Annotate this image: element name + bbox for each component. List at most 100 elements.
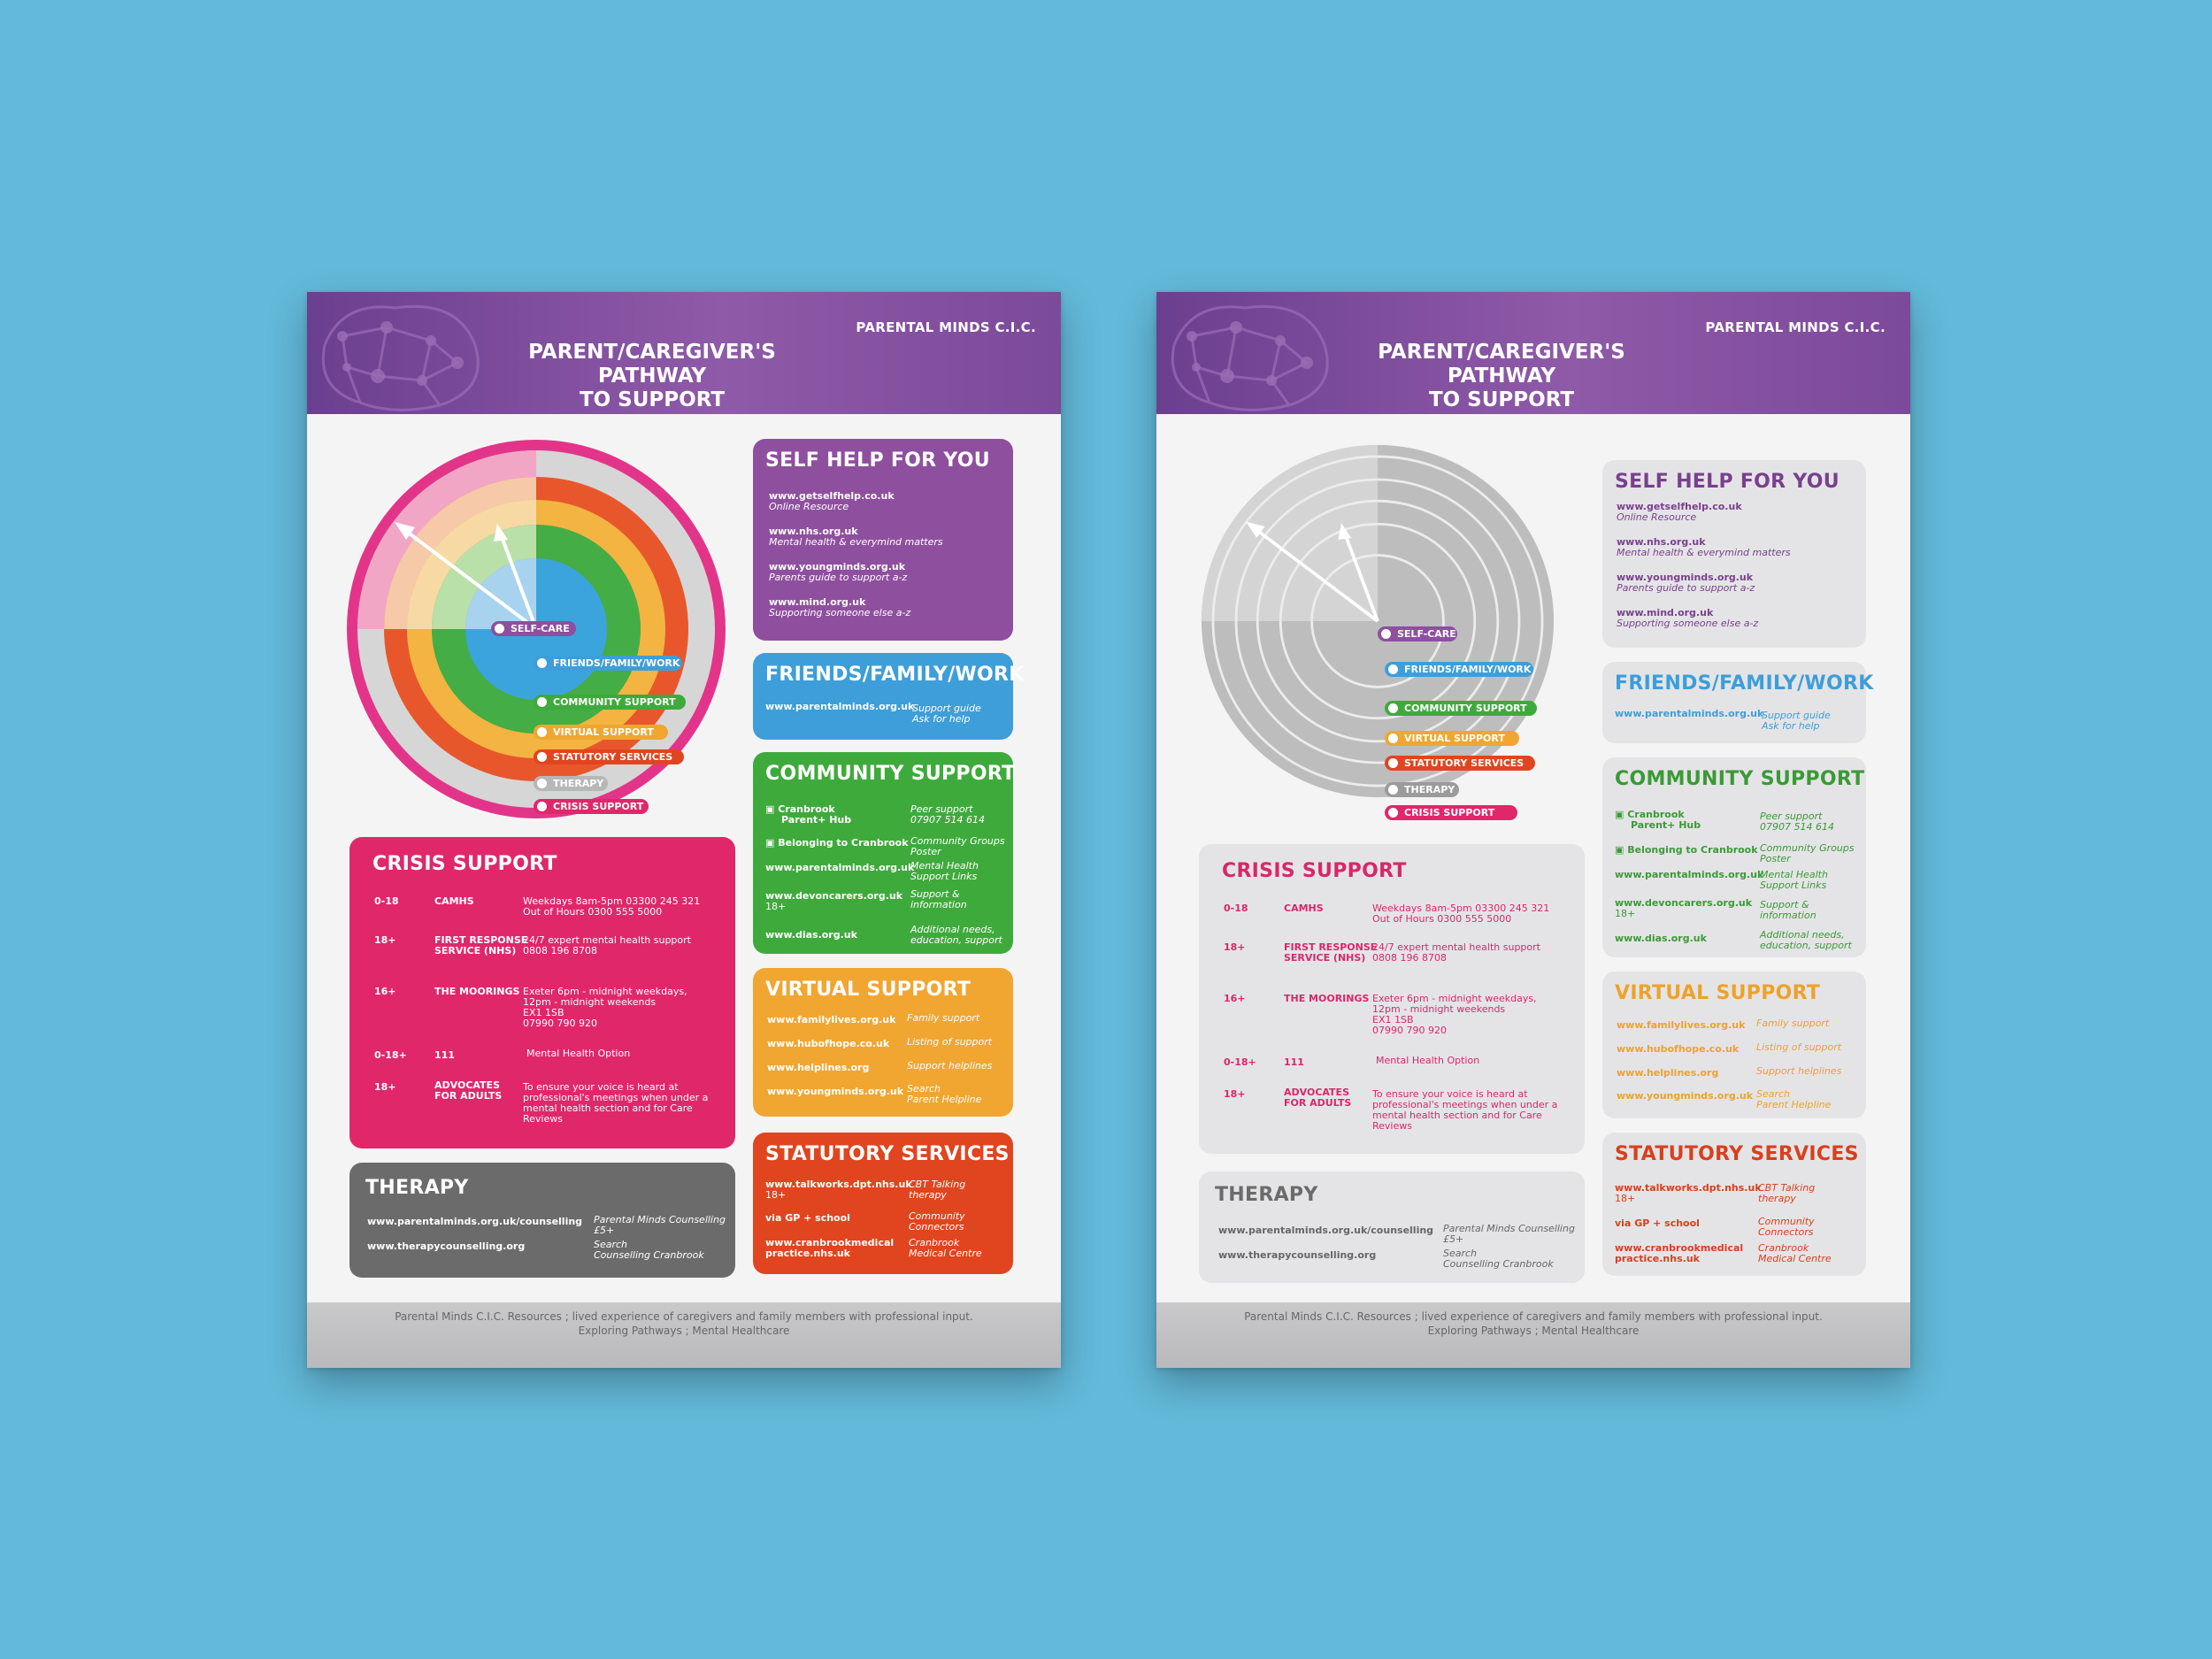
flyer-colour: PARENTAL MINDS C.I.C. PARENT/CAREGIVER'S… — [307, 292, 1061, 1368]
therapy-desc: Counselling Cranbrook — [594, 1249, 704, 1261]
arrow-head-icon — [494, 524, 508, 541]
crisis-service: FIRST RESPONSE — [1284, 941, 1378, 953]
crisis-detail: Exeter 6pm - midnight weekdays, — [523, 986, 687, 997]
community-item-desc: Community Groups — [1760, 842, 1855, 854]
community-item-name[interactable]: www.devoncarers.org.uk — [1615, 897, 1753, 909]
community-item-name[interactable]: www.devoncarers.org.uk — [765, 890, 903, 902]
title-line-1: PARENT/CAREGIVER'S PATHWAY — [528, 341, 776, 388]
crisis-detail: Mental Health Option — [1376, 1055, 1480, 1066]
self-help-desc: Mental health & everymind matters — [1617, 547, 1791, 558]
self-help-link[interactable]: www.getselfhelp.co.uk — [1617, 501, 1742, 512]
statutory-link[interactable]: www.cranbrookmedical — [765, 1237, 895, 1248]
crisis-service: FOR ADULTS — [434, 1090, 503, 1102]
community-item-desc: Support Links — [910, 871, 978, 882]
wheel-label-virtual: VIRTUAL SUPPORT — [534, 725, 668, 740]
virtual-link[interactable]: www.hubofhope.co.uk — [1617, 1043, 1740, 1055]
virtual-desc: Parent Helpline — [907, 1094, 982, 1105]
therapy-desc: £5+ — [1443, 1233, 1464, 1245]
community-item-name[interactable]: Cranbrook — [778, 803, 835, 815]
therapy-desc: £5+ — [594, 1225, 615, 1236]
title-line-2: TO SUPPORT — [579, 388, 726, 411]
statutory-item: 18+ — [1615, 1193, 1636, 1204]
virtual-link[interactable]: www.helplines.org — [1617, 1067, 1719, 1079]
virtual-link[interactable]: www.familylives.org.uk — [767, 1014, 896, 1025]
self-help-link[interactable]: www.mind.org.uk — [769, 596, 866, 608]
statutory-link[interactable]: www.cranbrookmedical — [1615, 1242, 1744, 1254]
footer-line-2: Exploring Pathways ; Mental Healthcare — [1427, 1325, 1640, 1337]
community-item-desc: education, support — [910, 934, 1002, 946]
arrow-head-icon — [1338, 523, 1352, 540]
crisis-service: ADVOCATES — [434, 1079, 500, 1091]
statutory-item: 18+ — [765, 1189, 787, 1201]
community-item-name[interactable]: Belonging to Cranbrook — [778, 837, 909, 849]
statutory-desc: CBT Talking — [1758, 1182, 1816, 1194]
statutory-link[interactable]: www.talkworks.dpt.nhs.uk — [765, 1179, 912, 1190]
wheel-label-crisis: CRISIS SUPPORT — [534, 799, 649, 814]
crisis-age: 18+ — [1224, 941, 1246, 953]
wheel-label-community: COMMUNITY SUPPORT — [534, 695, 686, 710]
virtual-link[interactable]: www.hubofhope.co.uk — [767, 1038, 890, 1049]
wheel-label-virtual: VIRTUAL SUPPORT — [1385, 731, 1519, 746]
therapy-desc: Search — [594, 1239, 628, 1250]
crisis-age: 18+ — [1224, 1088, 1246, 1100]
community-item-name[interactable]: Belonging to Cranbrook — [1627, 844, 1758, 856]
wheel-label-friends: FRIENDS/FAMILY/WORK — [1385, 662, 1533, 677]
crisis-age: 0-18 — [374, 895, 399, 907]
crisis-service: SERVICE (NHS) — [434, 945, 517, 956]
page-title: PARENT/CAREGIVER'S PATHWAY TO SUPPORT — [484, 341, 820, 412]
self-help-link[interactable]: www.nhs.org.uk — [769, 526, 858, 537]
community-item-name[interactable]: www.dias.org.uk — [765, 929, 857, 941]
statutory-link[interactable]: www.talkworks.dpt.nhs.uk — [1615, 1182, 1762, 1194]
self-help-link[interactable]: www.youngminds.org.uk — [1617, 572, 1754, 583]
footer-line-1: Parental Minds C.I.C. Resources ; lived … — [1244, 1310, 1823, 1323]
community-item-desc: Mental Health — [1760, 869, 1828, 880]
community-item-name[interactable]: www.parentalminds.org.uk — [765, 862, 915, 873]
therapy-link[interactable]: www.therapycounselling.org — [367, 1240, 526, 1252]
friends-link[interactable]: www.parentalminds.org.uk — [765, 701, 915, 712]
self-help-desc: Parents guide to support a-z — [1617, 582, 1755, 594]
therapy-link[interactable]: www.therapycounselling.org — [1218, 1249, 1377, 1261]
self-help-link[interactable]: www.getselfhelp.co.uk — [769, 490, 895, 502]
virtual-link[interactable]: www.helplines.org — [767, 1062, 870, 1073]
self-help-link[interactable]: www.youngminds.org.uk — [769, 561, 906, 572]
statutory-link[interactable]: practice.nhs.uk — [1615, 1253, 1700, 1264]
statutory-desc: Connectors — [1758, 1226, 1814, 1238]
statutory-link[interactable]: practice.nhs.uk — [765, 1248, 850, 1259]
therapy-link[interactable]: www.parentalminds.org.uk/counselling — [367, 1216, 583, 1227]
community-item-desc: Additional needs, — [910, 924, 995, 935]
flyer-footer: Parental Minds C.I.C. Resources ; lived … — [1156, 1302, 1910, 1368]
footer-line-2: Exploring Pathways ; Mental Healthcare — [578, 1325, 790, 1337]
crisis-detail: 24/7 expert mental health support — [523, 934, 691, 946]
crisis-detail: 07990 790 920 — [1372, 1025, 1447, 1036]
therapy-desc: Parental Minds Counselling — [1443, 1223, 1575, 1234]
community-item-name[interactable]: www.dias.org.uk — [1615, 933, 1707, 944]
virtual-link[interactable]: www.familylives.org.uk — [1617, 1019, 1746, 1031]
community-item-name: Parent+ Hub — [781, 814, 852, 826]
page-title: PARENT/CAREGIVER'S PATHWAY TO SUPPORT — [1333, 341, 1670, 412]
community-item-name[interactable]: www.parentalminds.org.uk — [1615, 869, 1764, 880]
crisis-age: 16+ — [374, 986, 396, 997]
statutory-desc: Community — [1758, 1216, 1815, 1227]
statutory-desc: Community — [909, 1210, 965, 1222]
crisis-detail: To ensure your voice is heard at — [1372, 1088, 1528, 1100]
virtual-link[interactable]: www.youngminds.org.uk — [1617, 1090, 1754, 1102]
self-help-title: SELF HELP FOR YOU — [765, 449, 990, 472]
self-help-desc: Online Resource — [1617, 511, 1697, 523]
self-help-link[interactable]: www.mind.org.uk — [1617, 607, 1714, 618]
self-help-box: SELF HELP FOR YOU www.getselfhelp.co.uk … — [753, 439, 1013, 641]
friends-link[interactable]: www.parentalminds.org.uk — [1615, 708, 1764, 719]
community-item-name[interactable]: Cranbrook — [1627, 809, 1685, 820]
arrow-head-icon — [395, 522, 415, 540]
virtual-desc: Listing of support — [907, 1036, 993, 1048]
therapy-link[interactable]: www.parentalminds.org.uk/counselling — [1218, 1225, 1434, 1236]
org-name: PARENTAL MINDS C.I.C. — [1705, 319, 1886, 335]
statutory-desc: therapy — [1758, 1193, 1796, 1204]
virtual-link[interactable]: www.youngminds.org.uk — [767, 1086, 904, 1097]
community-item-desc: 07907 514 614 — [1760, 821, 1834, 833]
crisis-service: ADVOCATES — [1284, 1087, 1349, 1098]
self-help-link[interactable]: www.nhs.org.uk — [1617, 536, 1706, 548]
community-item-desc: Peer support — [910, 803, 973, 815]
wheel-label-community: COMMUNITY SUPPORT — [1385, 701, 1537, 716]
self-help-desc: Online Resource — [769, 501, 849, 512]
community-item-desc: Support & — [1760, 899, 1809, 910]
